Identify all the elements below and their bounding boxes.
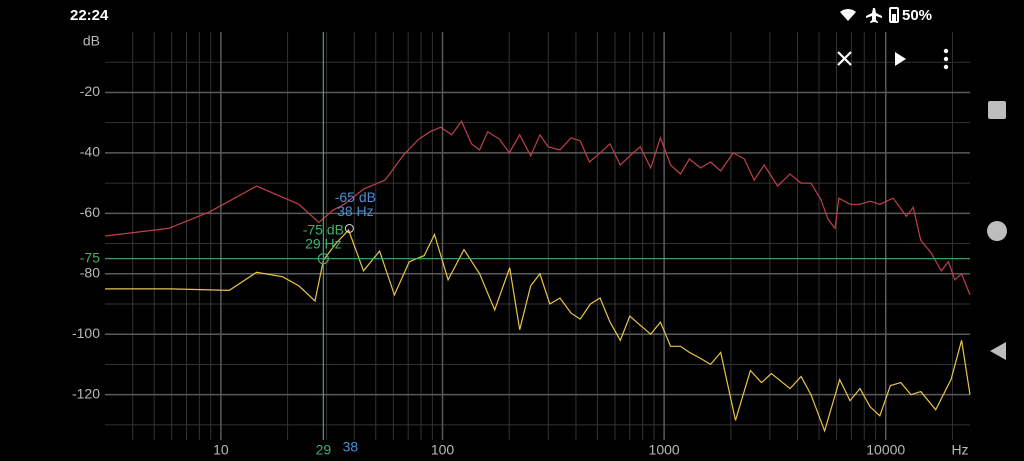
y-tick-label: -120 — [72, 385, 100, 401]
x-tick-label: 1000 — [649, 442, 680, 458]
cursor-y-label: -75 — [80, 249, 100, 265]
y-tick-label: -60 — [80, 204, 100, 220]
peak-annotation: -65 dB — [335, 189, 376, 205]
play-button[interactable] — [895, 52, 906, 66]
peak-x-label: 38 — [343, 439, 359, 455]
x-tick-label: 10000 — [866, 442, 905, 458]
status-icons — [840, 7, 899, 23]
peak-point — [344, 223, 354, 233]
nav-bar — [987, 101, 1007, 360]
status-battery: 50% — [902, 7, 932, 24]
y-tick-label: -80 — [80, 264, 100, 280]
recents-button[interactable] — [988, 101, 1006, 119]
menu-button[interactable] — [943, 48, 949, 70]
y-unit-label: dB — [83, 33, 100, 49]
close-button[interactable] — [837, 51, 852, 66]
y-tick-label: -20 — [80, 83, 100, 99]
peak-annotation: 38 Hz — [337, 203, 374, 219]
x-tick-label: 100 — [431, 442, 455, 458]
x-tick-label: 10 — [213, 442, 229, 458]
cursor-x-label: 29 — [316, 442, 332, 458]
spectrum-line — [105, 228, 971, 433]
y-tick-label: -100 — [72, 325, 100, 341]
y-tick-label: -40 — [80, 144, 100, 160]
toolbar — [837, 48, 949, 70]
cursor-point — [317, 253, 329, 265]
cursor-annotation: 29 Hz — [305, 235, 342, 251]
back-button[interactable] — [990, 342, 1006, 360]
home-button[interactable] — [987, 221, 1007, 241]
spectrum-line — [104, 119, 971, 296]
status-time: 22:24 — [70, 7, 109, 24]
cursor-annotation: -75 dB — [303, 221, 344, 237]
x-unit-label: Hz — [951, 442, 968, 458]
